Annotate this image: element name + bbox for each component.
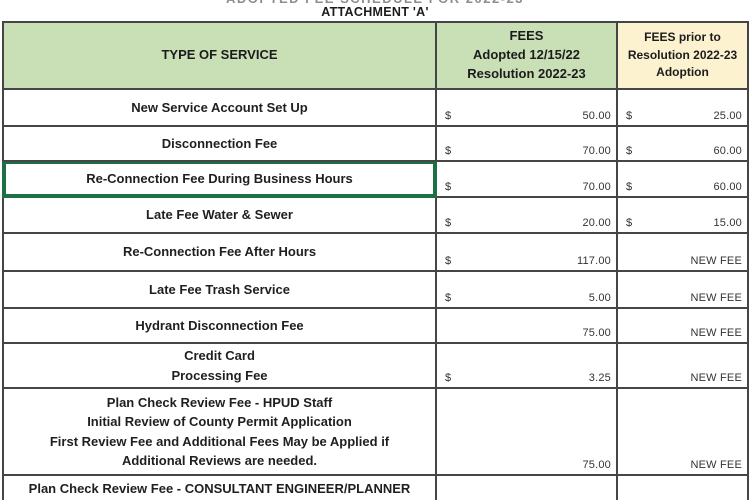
currency-symbol: $ (445, 145, 452, 157)
currency-symbol: $ (445, 372, 452, 384)
table-row: Plan Check Review Fee - CONSULTANT ENGIN… (2, 474, 749, 500)
fee-cell[interactable] (435, 474, 618, 500)
prior-fee-cell[interactable]: NEW FEE (616, 232, 749, 272)
clipped-top-caption: ADOPTED FEE SCHEDULE FOR 2022-23 (0, 0, 750, 6)
currency-symbol: $ (445, 217, 452, 229)
fee-value: 20.00 (582, 217, 611, 229)
prior-fee-value: 25.00 (713, 110, 742, 122)
fee-cell[interactable]: $20.00 (435, 196, 618, 234)
attachment-a-title: ATTACHMENT 'A' (321, 5, 429, 19)
prior-fee-cell[interactable]: NEW FEE (616, 387, 749, 476)
prior-fee-cell[interactable]: $60.00 (616, 125, 749, 162)
prior-fee-value: NEW FEE (690, 459, 742, 471)
currency-symbol: $ (445, 292, 452, 304)
fee-value: 50.00 (582, 110, 611, 122)
fee-value: 5.00 (588, 292, 611, 304)
service-cell[interactable]: Plan Check Review Fee - CONSULTANT ENGIN… (2, 474, 437, 500)
service-label: Plan Check Review Fee - CONSULTANT ENGIN… (28, 481, 411, 496)
currency-symbol: $ (445, 181, 452, 193)
fee-cell[interactable]: 75.00 (435, 387, 618, 476)
fee-cell[interactable]: 75.00 (435, 307, 618, 344)
currency-symbol: $ (445, 255, 452, 267)
service-label: Disconnection Fee (161, 135, 278, 151)
fee-value: 3.25 (588, 372, 611, 384)
service-column-header-label: TYPE OF SERVICE (161, 47, 278, 63)
fees-adopted-column-header[interactable]: FEES Adopted 12/15/22 Resolution 2022-23 (435, 21, 618, 90)
table-row: Credit Card Processing Fee $3.25 NEW FEE (2, 342, 749, 389)
fee-cell[interactable]: $5.00 (435, 270, 618, 309)
fee-value: 117.00 (576, 255, 611, 267)
header-row: TYPE OF SERVICE FEES Adopted 12/15/22 Re… (2, 21, 749, 90)
service-cell[interactable]: Late Fee Water & Sewer (2, 196, 437, 234)
fees-prior-column-header[interactable]: FEES prior to Resolution 2022-23 Adoptio… (616, 21, 749, 90)
service-cell[interactable]: Credit Card Processing Fee (2, 342, 437, 389)
fee-cell[interactable]: $50.00 (435, 88, 618, 127)
table-row: Re-Connection Fee During Business Hours … (2, 160, 749, 198)
prior-fee-cell[interactable]: NEW FEE (616, 342, 749, 389)
service-column-header[interactable]: TYPE OF SERVICE (2, 21, 437, 90)
currency-symbol: $ (626, 145, 633, 157)
service-label: Re-Connection Fee After Hours (122, 244, 317, 260)
prior-fee-value: 60.00 (713, 181, 742, 193)
fee-schedule-table: TYPE OF SERVICE FEES Adopted 12/15/22 Re… (2, 21, 749, 500)
service-label: Credit Card Processing Fee (171, 348, 268, 383)
fee-value: 75.00 (582, 327, 611, 339)
service-label: Re-Connection Fee During Business Hours (86, 171, 353, 187)
prior-fee-value: NEW FEE (690, 327, 742, 339)
service-label: Late Fee Trash Service (149, 281, 290, 297)
currency-symbol: $ (445, 110, 452, 122)
prior-fee-value: 15.00 (713, 217, 742, 229)
fee-value: 75.00 (582, 459, 611, 471)
prior-fee-cell[interactable]: $60.00 (616, 160, 749, 198)
fee-value: 70.00 (582, 145, 611, 157)
prior-fee-cell[interactable]: NEW FEE (616, 270, 749, 309)
prior-fee-value: 60.00 (713, 145, 742, 157)
fees-prior-header-label: FEES prior to Resolution 2022-23 Adoptio… (627, 30, 738, 80)
fees-adopted-header-label: FEES Adopted 12/15/22 Resolution 2022-23 (467, 28, 586, 81)
selected-service-cell[interactable]: Re-Connection Fee During Business Hours (2, 160, 437, 198)
service-label: Late Fee Water & Sewer (146, 207, 293, 223)
prior-fee-value: NEW FEE (690, 372, 742, 384)
fee-cell[interactable]: $70.00 (435, 125, 618, 162)
prior-fee-value: NEW FEE (690, 255, 742, 267)
table-row: Plan Check Review Fee - HPUD Staff Initi… (2, 387, 749, 476)
service-cell[interactable]: New Service Account Set Up (2, 88, 437, 127)
table-row: Late Fee Water & Sewer $20.00 $15.00 (2, 196, 749, 234)
service-cell[interactable]: Re-Connection Fee After Hours (2, 232, 437, 272)
service-label: Plan Check Review Fee - HPUD Staff Initi… (49, 394, 390, 469)
table-row: New Service Account Set Up $50.00 $25.00 (2, 88, 749, 127)
table-row: Re-Connection Fee After Hours $117.00 NE… (2, 232, 749, 272)
fee-cell[interactable]: $70.00 (435, 160, 618, 198)
prior-fee-value: NEW FEE (690, 292, 742, 304)
service-label: Hydrant Disconnection Fee (135, 317, 304, 333)
currency-symbol: $ (626, 110, 633, 122)
service-cell[interactable]: Disconnection Fee (2, 125, 437, 162)
table-row: Late Fee Trash Service $5.00 NEW FEE (2, 270, 749, 309)
table-row: Hydrant Disconnection Fee 75.00 NEW FEE (2, 307, 749, 344)
prior-fee-cell[interactable]: $15.00 (616, 196, 749, 234)
service-cell[interactable]: Hydrant Disconnection Fee (2, 307, 437, 344)
service-label: New Service Account Set Up (131, 99, 308, 115)
service-cell[interactable]: Late Fee Trash Service (2, 270, 437, 309)
fee-value: 70.00 (582, 181, 611, 193)
prior-fee-cell[interactable]: NEW FEE (616, 307, 749, 344)
prior-fee-cell[interactable]: $25.00 (616, 88, 749, 127)
prior-fee-cell[interactable] (616, 474, 749, 500)
currency-symbol: $ (626, 181, 633, 193)
currency-symbol: $ (626, 217, 633, 229)
fee-cell[interactable]: $117.00 (435, 232, 618, 272)
table-row: Disconnection Fee $70.00 $60.00 (2, 125, 749, 162)
fee-cell[interactable]: $3.25 (435, 342, 618, 389)
service-cell[interactable]: Plan Check Review Fee - HPUD Staff Initi… (2, 387, 437, 476)
